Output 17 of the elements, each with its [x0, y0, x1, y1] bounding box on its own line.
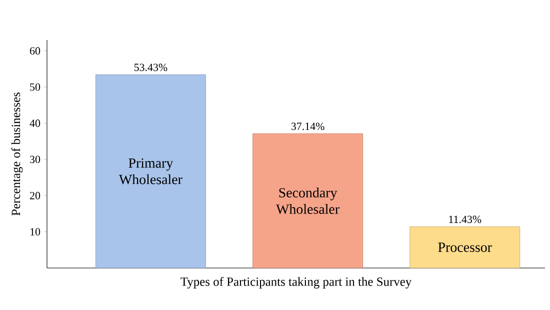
y-tick-label: 30 [30, 156, 40, 164]
data-label: 11.43% [449, 216, 482, 224]
y-tick-label: 50 [30, 83, 40, 91]
data-label: 53.43% [134, 64, 168, 72]
bar [252, 133, 363, 268]
y-tick-label: 60 [30, 47, 40, 55]
bar [96, 74, 206, 268]
x-axis-title: Types of Participants taking part in the Survey [180, 277, 412, 288]
y-tick-label: 10 [30, 228, 40, 236]
y-axis-title: Percentage of businesses [11, 92, 23, 216]
x-tick-label: Primary Wholesaler [118, 158, 182, 184]
x-tick-label: Processor [438, 242, 492, 252]
data-label: 37.14% [291, 122, 324, 130]
y-tick-label: 40 [30, 120, 40, 127]
x-tick-label: Secondary Wholesaler [276, 188, 340, 214]
y-tick-label: 20 [30, 192, 40, 200]
bar [410, 226, 520, 268]
